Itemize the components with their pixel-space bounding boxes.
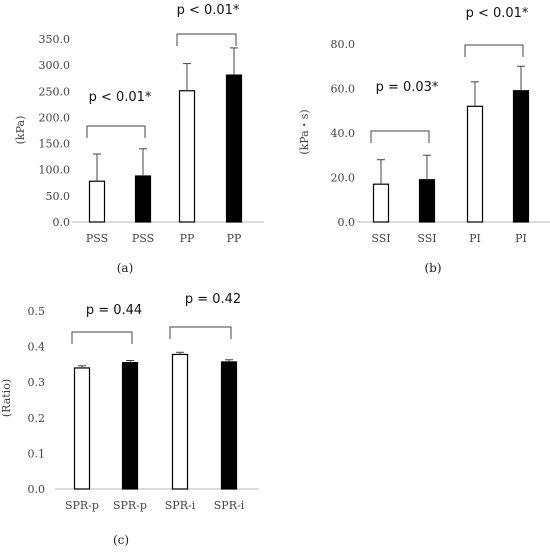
category-label: PI <box>515 232 527 245</box>
significance-bracket <box>169 326 232 339</box>
y-tick-label: 60.0 <box>331 83 356 96</box>
y-tick-label: 300.0 <box>39 59 71 72</box>
y-tick-label: 250.0 <box>39 85 71 98</box>
significance-label: p < 0.01* <box>89 90 152 105</box>
y-tick-label: 0.4 <box>28 341 46 354</box>
chart-panel-0: 0.0 50.0 100.0 150.0 200.0 250.0 300.0 350.0 (kP… <box>14 3 264 275</box>
panel-label: (c) <box>113 533 129 547</box>
y-tick-label: 150.0 <box>39 138 71 151</box>
y-axis-label: (Ratio) <box>0 379 13 417</box>
y-tick-label: 0.0 <box>28 483 46 496</box>
bar <box>121 362 139 490</box>
y-tick-label: 20.0 <box>331 172 356 185</box>
bar <box>134 175 152 223</box>
bar <box>220 361 238 490</box>
significance-bracket <box>176 33 237 46</box>
category-label: SSI <box>417 232 436 245</box>
significance-label: p < 0.01* <box>466 6 529 21</box>
significance-bracket <box>370 130 430 143</box>
significance-label: p = 0.42 <box>185 292 241 307</box>
bar <box>88 180 106 223</box>
category-label: PP <box>180 232 195 245</box>
significance-bracket <box>464 44 524 57</box>
y-tick-label: 0.2 <box>28 412 46 425</box>
category-label: SPR-p <box>65 499 99 512</box>
significance-bracket <box>86 125 146 138</box>
y-tick-label: 100.0 <box>39 164 71 177</box>
bar <box>73 367 91 490</box>
y-tick-label: 0.3 <box>28 376 46 389</box>
panel-label: (a) <box>117 261 134 275</box>
y-tick-label: 80.0 <box>331 38 356 51</box>
bar <box>466 105 484 223</box>
category-label: PP <box>227 232 242 245</box>
category-label: SPR-i <box>165 499 196 512</box>
y-tick-label: 0.1 <box>28 447 46 460</box>
category-label: PI <box>469 232 481 245</box>
chart-panel-2: 0.0 0.1 0.2 0.3 0.4 0.5 (Ratio) SPR-p SPR-p SPR-i… <box>0 292 259 547</box>
bar <box>512 90 530 223</box>
y-tick-label: 0.0 <box>53 216 71 229</box>
y-tick-label: 50.0 <box>46 190 71 203</box>
category-label: PSS <box>132 232 154 245</box>
category-label: SSI <box>371 232 390 245</box>
chart-panel-1: 0.0 20.0 40.0 60.0 80.0 (kPa・s) SSI SSI PI PI p = … <box>298 6 550 275</box>
significance-bracket <box>71 331 133 344</box>
y-tick-label: 40.0 <box>331 127 356 140</box>
y-tick-label: 0.0 <box>338 216 356 229</box>
y-tick-label: 200.0 <box>39 111 71 124</box>
y-tick-label: 0.5 <box>28 305 46 318</box>
y-tick-label: 350.0 <box>39 33 71 46</box>
panel-label: (b) <box>424 261 441 275</box>
bar <box>418 179 436 223</box>
category-label: SPR-p <box>113 499 147 512</box>
y-axis-label: (kPa) <box>14 116 27 145</box>
bar <box>178 90 196 223</box>
significance-label: p = 0.44 <box>86 303 142 318</box>
y-axis-label: (kPa・s) <box>298 109 311 154</box>
bar <box>171 353 189 490</box>
category-label: PSS <box>86 232 108 245</box>
category-label: SPR-i <box>214 499 245 512</box>
bar <box>372 183 390 223</box>
bar <box>225 74 243 223</box>
significance-label: p < 0.01* <box>177 3 240 18</box>
significance-label: p = 0.03* <box>376 80 439 95</box>
